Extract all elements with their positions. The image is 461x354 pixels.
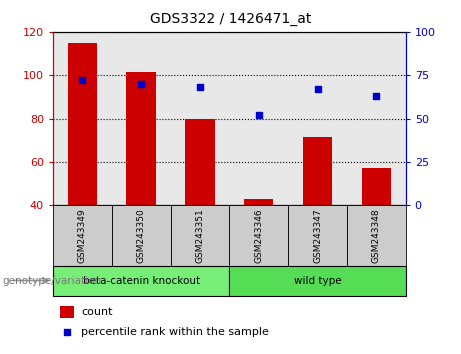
Point [372,93,380,99]
Bar [361,169,391,205]
Point [137,81,145,87]
Bar [68,43,97,205]
Bar [53,266,230,296]
Point [196,85,204,90]
Bar [112,205,171,266]
Point [314,86,321,92]
Text: genotype/variation: genotype/variation [2,275,101,286]
Text: GDS3322 / 1426471_at: GDS3322 / 1426471_at [150,12,311,27]
Point [64,330,71,335]
Text: GSM243350: GSM243350 [136,208,146,263]
Bar [288,205,347,266]
Bar [53,205,112,266]
Text: wild type: wild type [294,275,341,286]
Bar [303,137,332,205]
Point [255,112,262,118]
Bar [244,199,273,205]
Text: GSM243349: GSM243349 [78,208,87,263]
Text: GSM243348: GSM243348 [372,208,381,263]
Text: count: count [81,307,113,317]
Bar [347,205,406,266]
Bar [230,266,406,296]
Text: GSM243347: GSM243347 [313,208,322,263]
Bar [126,72,156,205]
Bar [171,205,229,266]
Text: beta-catenin knockout: beta-catenin knockout [83,275,200,286]
Point [79,78,86,83]
Bar [60,306,74,318]
Bar [230,205,288,266]
Text: GSM243351: GSM243351 [195,208,205,263]
Bar [185,119,215,205]
Text: GSM243346: GSM243346 [254,208,263,263]
Text: percentile rank within the sample: percentile rank within the sample [81,327,269,337]
